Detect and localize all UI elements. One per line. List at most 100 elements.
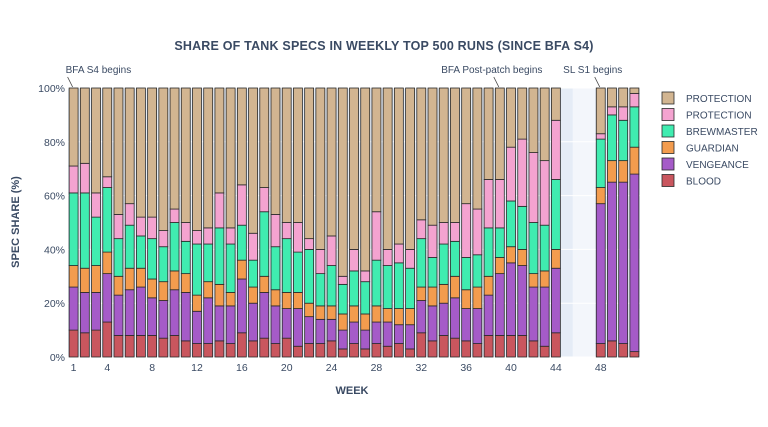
bar-brewmaster-week-42: [528, 222, 539, 275]
bar-brewmaster-week-35: [450, 240, 460, 277]
bar-blood-week-41: [517, 335, 528, 358]
bar-brewmaster-week-38: [483, 227, 494, 277]
bar-blood-week-16: [236, 332, 247, 358]
bar-brewmaster-week-31: [405, 267, 415, 309]
bar-brewmaster-week-19: [270, 246, 281, 291]
bar-protection-week-48: [595, 87, 606, 135]
bar-vengeance-week-51: [629, 173, 640, 353]
bar-protection-week-30: [393, 87, 404, 245]
bar-protection-week-4: [102, 87, 113, 178]
y-tick-label: 0%: [50, 352, 65, 364]
bar-protection-week-34: [438, 222, 449, 245]
bar-brewmaster-week-49: [607, 114, 617, 162]
bar-blood-week-40: [506, 335, 516, 358]
bar-vengeance-week-37: [472, 308, 483, 344]
bar-protection-week-1: [68, 87, 79, 167]
bar-protection-week-19: [270, 214, 281, 248]
bar-vengeance-week-5: [113, 294, 124, 336]
annotation-arrow: [67, 76, 73, 88]
bar-blood-week-11: [180, 340, 191, 358]
bar-guardian-week-42: [528, 273, 539, 288]
legend-item-guardian[interactable]: GUARDIAN: [661, 141, 739, 155]
legend-swatch: [661, 91, 675, 105]
legend-label: PROTECTION: [686, 94, 752, 105]
bar-protection-week-49: [607, 87, 617, 108]
bar-protection-week-35: [450, 87, 460, 223]
bar-guardian-week-2: [79, 267, 90, 293]
bar-protection-week-10: [169, 208, 180, 223]
bar-protection-week-43: [539, 160, 550, 226]
bar-guardian-week-9: [158, 281, 169, 301]
bar-protection-week-41: [517, 87, 528, 140]
bar-vengeance-week-19: [270, 305, 281, 344]
bar-protection-week-20: [281, 222, 292, 240]
bar-protection-week-24: [326, 235, 337, 266]
bar-guardian-week-49: [607, 160, 617, 183]
bar-vengeance-week-15: [225, 305, 236, 344]
x-tick-label: 28: [371, 362, 383, 374]
bar-protection-week-7: [136, 87, 146, 218]
legend-item-protection[interactable]: PROTECTION: [661, 91, 752, 105]
bar-brewmaster-week-9: [158, 246, 169, 283]
bar-protection-week-9: [158, 87, 169, 231]
bar-guardian-week-22: [304, 302, 315, 318]
bar-protection-week-27: [360, 270, 371, 283]
legend-swatch: [661, 108, 675, 121]
bar-vengeance-week-36: [461, 308, 472, 342]
bar-guardian-week-43: [539, 270, 550, 288]
bar-protection-week-16: [236, 87, 247, 186]
annotation-arrow: [493, 76, 500, 88]
bar-vengeance-week-12: [192, 310, 202, 344]
bar-protection-week-7: [136, 216, 146, 237]
bar-brewmaster-week-39: [494, 227, 505, 258]
bar-guardian-week-10: [169, 270, 180, 291]
bar-vengeance-week-50: [618, 181, 629, 344]
legend-swatch: [661, 124, 675, 138]
x-tick-label: 24: [326, 362, 338, 374]
annotation-label: BFA Post-patch begins: [441, 65, 542, 76]
bar-vengeance-week-33: [427, 305, 438, 342]
bar-vengeance-week-35: [450, 297, 460, 339]
x-axis-title: WEEK: [336, 385, 369, 397]
x-tick-label: 16: [236, 362, 248, 374]
legend-label: VENGEANCE: [686, 160, 749, 171]
gap-region: [572, 88, 596, 357]
bar-blood-week-14: [214, 340, 225, 358]
bar-brewmaster-week-50: [618, 119, 629, 162]
bar-vengeance-week-42: [528, 286, 539, 342]
bar-protection-week-24: [326, 87, 337, 237]
legend-item-brewmaster[interactable]: BREWMASTER: [661, 124, 758, 138]
bar-blood-week-21: [293, 345, 303, 358]
bar-protection-week-31: [405, 248, 415, 269]
bar-protection-week-2: [79, 162, 90, 194]
bar-blood-week-37: [472, 343, 483, 358]
bar-blood-week-1: [68, 329, 79, 358]
bar-protection-week-39: [494, 87, 505, 180]
legend-item-blood[interactable]: BLOOD: [661, 174, 721, 188]
legend[interactable]: PROTECTION PROTECTION BREWMASTER GUARDIAN VE…: [661, 91, 758, 188]
bar-vengeance-week-2: [79, 292, 90, 334]
bar-brewmaster-week-18: [259, 211, 270, 277]
bar-guardian-week-5: [113, 275, 124, 296]
bar-protection-week-51: [629, 87, 640, 94]
bar-guardian-week-11: [180, 273, 191, 293]
bar-guardian-week-27: [360, 313, 371, 331]
y-tick-label: 80%: [44, 137, 65, 149]
x-tick-label: 40: [505, 362, 517, 374]
bar-vengeance-week-43: [539, 286, 550, 347]
bar-protection-week-18: [259, 87, 270, 188]
bar-protection-week-15: [225, 87, 236, 229]
bar-vengeance-week-17: [248, 302, 258, 342]
bar-guardian-week-26: [349, 305, 359, 323]
bar-vengeance-week-30: [393, 324, 404, 344]
bar-protection-week-11: [180, 87, 191, 223]
legend-item-protection[interactable]: PROTECTION: [661, 108, 752, 122]
legend-item-vengeance[interactable]: VENGEANCE: [661, 157, 749, 171]
bar-guardian-week-28: [371, 305, 382, 323]
x-tick-label: 44: [550, 362, 562, 374]
bar-protection-week-32: [416, 219, 427, 240]
bar-protection-week-50: [618, 87, 629, 108]
bar-brewmaster-week-32: [416, 238, 427, 288]
bar-brewmaster-week-12: [192, 243, 202, 296]
